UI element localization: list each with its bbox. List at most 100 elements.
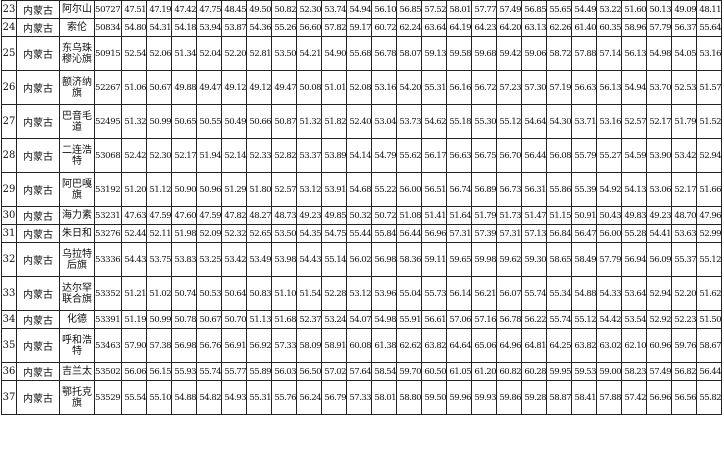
value-cell: 54.68 [346,172,372,207]
value-cell: 53.94 [196,18,222,37]
value-cell: 56.47 [571,224,597,243]
value-cell: 52.37 [296,310,322,329]
value-cell: 51.29 [221,172,247,207]
table-body: 23 内蒙古 阿尔山 50727 47.51 47.19 47.42 47.75 48.45 49… [1,0,722,415]
value-cell: 56.85 [521,0,547,19]
value-cell: 57.64 [346,362,372,381]
value-cell: 54.31 [146,18,172,37]
value-cell: 53.90 [646,138,672,173]
value-cell: 52.94 [646,276,672,311]
value-cell: 51.13 [246,310,272,329]
value-cell: 51.41 [421,206,447,225]
station-id-cell: 53352 [94,276,122,311]
value-cell: 56.63 [571,70,597,105]
value-cell: 52.20 [671,276,697,311]
table-row: 24 内蒙古 索伦 50834 54.80 54.31 54.18 53.94 53.87 54.… [1,18,722,37]
value-cell: 50.99 [146,310,172,329]
value-cell: 57.33 [271,328,297,363]
value-cell: 51.10 [271,276,297,311]
value-cell: 58.96 [621,18,647,37]
value-cell: 53.98 [271,242,297,277]
value-cell: 54.13 [621,172,647,207]
value-cell: 54.94 [621,70,647,105]
value-cell: 52.20 [221,36,247,71]
value-cell: 47.51 [121,0,147,19]
value-cell: 59.95 [546,362,572,381]
value-cell: 59.11 [421,242,447,277]
value-cell: 54.80 [121,18,147,37]
value-cell: 50.90 [171,172,197,207]
value-cell: 64.81 [521,328,547,363]
value-cell: 64.19 [446,18,472,37]
value-cell: 50.67 [146,70,172,105]
value-cell: 56.21 [471,276,497,311]
value-cell: 58.09 [296,328,322,363]
value-cell: 51.82 [321,104,347,139]
value-cell: 58.65 [546,242,572,277]
value-cell: 51.15 [546,206,572,225]
value-cell: 50.91 [571,206,597,225]
value-cell: 57.88 [596,380,622,415]
value-cell: 55.68 [346,36,372,71]
value-cell: 53.16 [371,70,397,105]
value-cell: 59.70 [396,362,422,381]
value-cell: 58.01 [371,380,397,415]
value-cell: 57.49 [646,362,672,381]
value-cell: 54.59 [621,138,647,173]
table-row: 26 内蒙古 额济纳旗 52267 51.06 50.67 49.88 49.47 49.12 4… [1,70,722,105]
value-cell: 54.92 [596,172,622,207]
value-cell: 59.68 [471,36,497,71]
value-cell: 64.25 [546,328,572,363]
value-cell: 59.62 [496,242,522,277]
value-cell: 52.14 [221,138,247,173]
value-cell: 62.62 [396,328,422,363]
table-row: 37 内蒙古 鄂托克旗 53529 55.54 55.10 54.88 54.82 54.93 5… [1,380,722,415]
value-cell: 56.61 [421,310,447,329]
value-cell: 51.62 [696,276,722,311]
value-cell: 47.75 [196,0,222,19]
value-cell: 50.08 [296,70,322,105]
value-cell: 52.53 [671,70,697,105]
station-name-cell: 乌拉特后旗 [59,242,95,277]
row-number-cell: 31 [1,224,17,243]
value-cell: 56.89 [471,172,497,207]
value-cell: 56.56 [671,380,697,415]
row-number-cell: 24 [1,18,17,37]
value-cell: 54.30 [546,104,572,139]
humidity-data-table: 23 内蒙古 阿尔山 50727 47.51 47.19 47.42 47.75 48.45 49… [1,0,722,415]
value-cell: 57.31 [446,224,472,243]
value-cell: 56.60 [296,18,322,37]
station-id-cell: 50915 [94,36,122,71]
value-cell: 49.88 [171,70,197,105]
value-cell: 52.92 [646,310,672,329]
value-cell: 56.16 [446,70,472,105]
value-cell: 55.37 [671,242,697,277]
value-cell: 56.09 [646,242,672,277]
value-cell: 54.42 [596,310,622,329]
value-cell: 56.76 [196,328,222,363]
value-cell: 63.82 [571,328,597,363]
value-cell: 49.23 [646,206,672,225]
value-cell: 47.42 [171,0,197,19]
value-cell: 55.79 [571,138,597,173]
value-cell: 55.04 [396,276,422,311]
value-cell: 52.81 [246,36,272,71]
value-cell: 51.12 [146,172,172,207]
station-id-cell: 52267 [94,70,122,105]
value-cell: 62.24 [396,18,422,37]
value-cell: 64.20 [496,18,522,37]
value-cell: 55.73 [421,276,447,311]
value-cell: 60.82 [496,362,522,381]
value-cell: 57.39 [471,224,497,243]
value-cell: 56.13 [596,70,622,105]
value-cell: 55.12 [571,310,597,329]
value-cell: 47.59 [196,206,222,225]
value-cell: 56.72 [471,70,497,105]
value-cell: 55.74 [546,310,572,329]
value-cell: 48.11 [696,0,722,19]
value-cell: 50.32 [346,206,372,225]
row-number-cell: 33 [1,276,17,311]
value-cell: 50.99 [146,104,172,139]
value-cell: 63.64 [421,18,447,37]
value-cell: 50.83 [246,276,272,311]
